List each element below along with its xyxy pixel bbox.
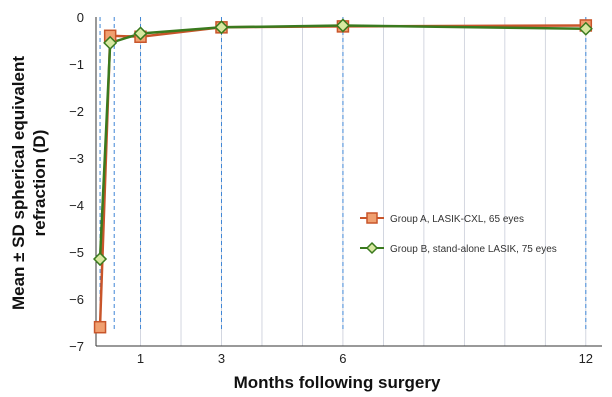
y-tick-label: −2 — [69, 104, 84, 119]
y-tick-label: −6 — [69, 292, 84, 307]
y-tick-label: −7 — [69, 339, 84, 354]
y-tick-label: −5 — [69, 245, 84, 260]
legend-label-a: Group A, LASIK-CXL, 65 eyes — [390, 214, 524, 225]
guide-lines — [99, 17, 587, 332]
legend-swatch-marker-b — [365, 241, 379, 255]
legend-label-b: Group B, stand-alone LASIK, 75 eyes — [390, 244, 557, 255]
x-tick-label: 12 — [579, 351, 593, 366]
y-tick-label: −4 — [69, 198, 84, 213]
legend-entry-group-b: Group B, stand-alone LASIK, 75 eyes — [360, 241, 557, 255]
y-tick-label: −3 — [69, 151, 84, 166]
series-lines — [98, 24, 586, 328]
x-axis-title: Months following surgery — [234, 373, 441, 392]
x-tick-labels: 1 3 6 12 — [137, 351, 593, 366]
x-tick-label: 6 — [339, 351, 346, 366]
y-tick-labels: 0 −1 −2 −3 −4 −5 −6 −7 — [69, 10, 84, 354]
y-tick-label: 0 — [77, 10, 84, 25]
data-point-b — [103, 35, 118, 50]
data-point-b — [578, 21, 593, 36]
data-point-b — [92, 251, 108, 267]
y-axis-title-line-2: refraction (D) — [30, 130, 49, 237]
series-line-b — [98, 24, 586, 260]
grid-lines — [140, 17, 587, 346]
legend: Group A, LASIK-CXL, 65 eyes Group B, sta… — [360, 212, 557, 255]
legend-swatch-marker-a — [366, 212, 378, 224]
data-point-b — [133, 26, 148, 41]
data-point-b — [214, 20, 229, 35]
x-tick-label: 3 — [218, 351, 225, 366]
y-axis-title-line-1: Mean ± SD spherical equivalent — [9, 56, 28, 310]
y-tick-label: −1 — [69, 57, 84, 72]
x-tick-label: 1 — [137, 351, 144, 366]
legend-entry-group-a: Group A, LASIK-CXL, 65 eyes — [360, 212, 524, 225]
series-markers — [92, 18, 593, 334]
data-point-b — [335, 18, 350, 33]
data-point-a — [93, 320, 107, 334]
